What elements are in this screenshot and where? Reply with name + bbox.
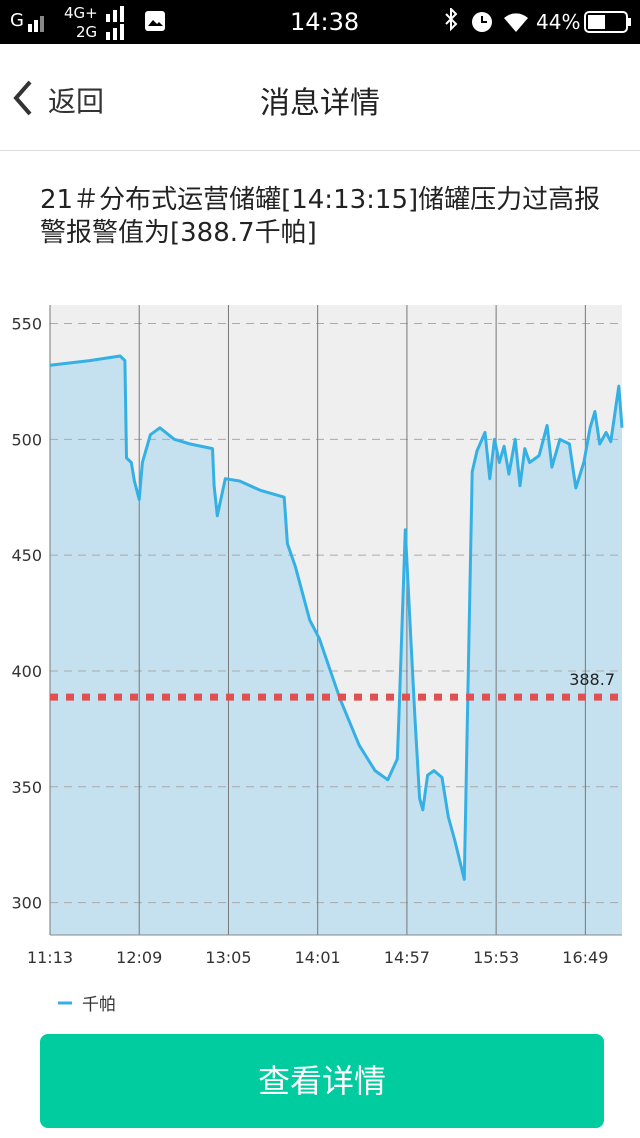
image-icon [145,11,165,31]
threshold-label: 388.7 [569,670,615,689]
y-tick-label: 500 [11,430,42,449]
status-bar: G 4G+ 2G 14:38 44% [0,0,640,44]
area-fill [50,356,622,935]
header: 返回 消息详情 [0,44,640,151]
back-arrow[interactable] [10,80,36,116]
detail-button[interactable]: 查看详情 [40,1034,604,1128]
y-tick-label: 350 [11,778,42,797]
page-title: 消息详情 [260,86,380,121]
status-icons [445,8,528,32]
signal-icon [106,6,124,40]
x-tick-label: 16:49 [562,948,608,967]
x-tick-label: 13:05 [205,948,251,967]
message-text: 21＃分布式运营储罐[14:13:15]储罐压力过高报警报警值为[388.7千帕… [40,185,601,248]
battery-text: 44% [536,10,581,34]
battery-icon [584,11,631,33]
y-tick-label: 550 [11,315,42,334]
clock: 14:38 [290,8,360,36]
carrier: 4G+ [64,4,98,22]
carrier: 2G [76,23,98,41]
chart: 300 350 400 450 500 550 11:13 12:09 13:05 14:01 14… [11,305,624,1015]
y-tick-label: 450 [11,546,42,565]
x-tick-label: 12:09 [116,948,162,967]
y-tick-label: 300 [11,894,42,913]
legend-label: 千帕 [82,995,116,1015]
x-tick-label: 11:13 [27,948,73,967]
carrier: G [10,10,24,31]
back-button[interactable]: 返回 [48,85,105,118]
y-tick-label: 400 [11,662,42,681]
data-line [49,354,624,881]
signal-icon [28,16,44,32]
x-tick-label: 14:01 [295,948,341,967]
x-tick-label: 14:57 [384,948,430,967]
x-tick-label: 15:53 [473,948,519,967]
